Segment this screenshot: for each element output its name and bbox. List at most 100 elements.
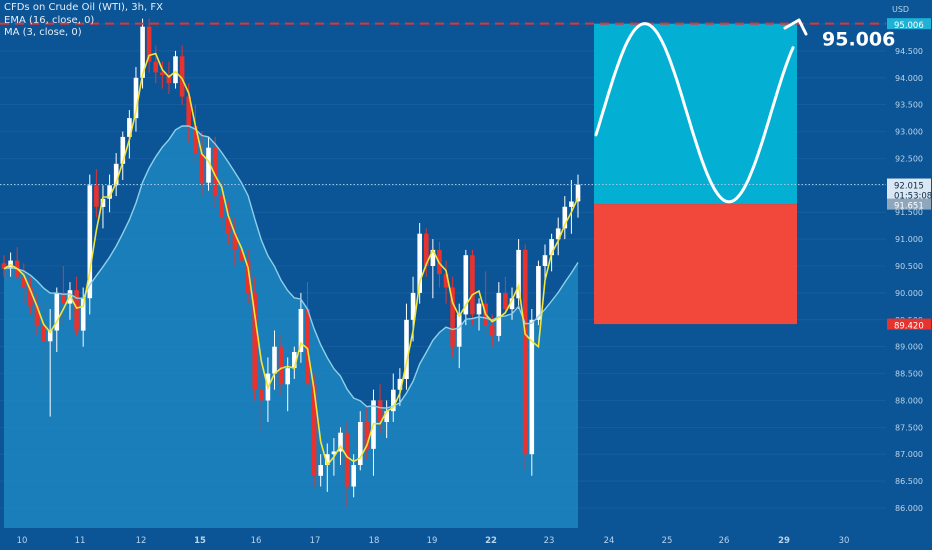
candle-body	[232, 233, 238, 250]
candle-body	[140, 26, 145, 78]
candle-body	[489, 325, 495, 336]
candle-body	[252, 292, 257, 390]
x-tick-label: 23	[544, 536, 555, 546]
target-annotation: 95.006	[822, 29, 895, 51]
candle-body	[496, 292, 502, 336]
stop-price-tag-bg	[887, 318, 931, 330]
currency-label: USD	[892, 5, 909, 14]
candle-body	[529, 319, 535, 455]
candle-body	[179, 56, 185, 97]
candle-body	[34, 306, 40, 326]
candle-body	[120, 136, 126, 164]
candle-body	[133, 77, 139, 119]
y-tick-label: 94.000	[895, 74, 923, 83]
x-tick-label: 30	[839, 536, 850, 546]
y-tick-label: 89.000	[895, 343, 923, 352]
candle-body	[212, 147, 218, 197]
candle-body	[476, 303, 482, 315]
symbol-title[interactable]: CFDs on Crude Oil (WTI), 3h, FX	[4, 2, 163, 13]
stop-price-tag-text: 89.420	[894, 322, 924, 332]
candle-body	[285, 368, 290, 385]
profit-zone	[594, 23, 797, 205]
candle-body	[443, 274, 449, 288]
candle-body	[153, 61, 158, 73]
candle-body	[219, 196, 224, 218]
candle-body	[562, 206, 568, 229]
entry-price-tag-bg	[887, 198, 931, 210]
candle-body	[338, 432, 343, 452]
trade-overlay: 95.006	[0, 18, 895, 325]
candle-body	[61, 292, 66, 304]
candle-body	[344, 432, 350, 487]
candle-body	[239, 249, 244, 261]
candle-body	[272, 346, 277, 374]
x-tick-label: 11	[75, 536, 86, 546]
y-tick-label: 94.500	[895, 47, 923, 56]
ema-band-area	[4, 126, 578, 528]
candle-body	[193, 126, 198, 154]
candle-body	[94, 185, 99, 207]
x-tick-label: 18	[369, 536, 380, 546]
candle-body	[186, 96, 191, 127]
candle-body	[575, 184, 581, 202]
candle-body	[358, 422, 363, 465]
current-price-tag-bg	[887, 178, 931, 201]
ema-line	[3, 125, 579, 409]
x-tick-label: 19	[427, 536, 438, 546]
y-tick-label: 88.500	[895, 370, 923, 379]
candle-body	[351, 465, 356, 487]
y-tick-label: 93.500	[895, 101, 923, 110]
candle-body	[127, 118, 132, 137]
y-tick-label: 93.000	[895, 128, 923, 137]
candle-body	[113, 163, 119, 186]
candle-body	[503, 292, 508, 309]
axes: USD95.00094.50094.00093.50093.00092.5009…	[0, 5, 932, 550]
chart-legend: CFDs on Crude Oil (WTI), 3h, FX EMA (16,…	[4, 2, 163, 40]
y-tick-label: 88.000	[895, 396, 923, 405]
candle-body	[410, 292, 416, 320]
ema-area	[4, 126, 578, 528]
x-tick-label: 10	[17, 536, 28, 546]
candle-body	[166, 75, 172, 84]
y-tick-label: 86.000	[895, 504, 923, 513]
candle-body	[245, 260, 251, 293]
candle-body	[21, 276, 27, 288]
x-tick-label: 15	[194, 536, 206, 546]
candle-body	[417, 233, 422, 293]
candle-body	[404, 319, 409, 379]
arrow-head-icon	[783, 18, 808, 36]
candle-body	[509, 298, 515, 310]
candle-body	[364, 422, 370, 449]
candle-body	[1, 263, 7, 269]
candle-body	[331, 451, 337, 455]
y-tick-label: 90.000	[895, 289, 923, 298]
candle-body	[542, 255, 548, 266]
x-tick-label: 25	[662, 536, 673, 546]
candle-body	[160, 72, 165, 76]
candle-body	[391, 389, 396, 412]
candle-body	[555, 228, 561, 240]
candle-body	[318, 465, 323, 476]
ema-legend[interactable]: EMA (16, close, 0)	[4, 14, 95, 26]
candle-body	[384, 411, 389, 422]
candle-body	[470, 255, 475, 315]
x-tick-label: 12	[136, 536, 147, 546]
loss-zone	[594, 204, 797, 325]
candle-body	[278, 346, 284, 385]
x-axis-bg	[0, 528, 932, 550]
candle-body	[430, 249, 436, 266]
ma-legend[interactable]: MA (3, close, 0)	[4, 27, 82, 38]
x-tick-label: 17	[310, 536, 321, 546]
candle-body	[28, 287, 33, 307]
candle-body	[325, 454, 330, 465]
candle-body	[463, 255, 469, 315]
candle-body	[80, 298, 86, 331]
ma-line	[3, 52, 579, 467]
y-tick-label: 86.500	[895, 477, 923, 486]
candle-body	[259, 389, 264, 401]
y-tick-label: 90.500	[895, 262, 923, 271]
y-tick-label: 92.500	[895, 154, 923, 163]
candle-body	[522, 249, 528, 455]
target-price-tag-bg	[887, 18, 931, 30]
